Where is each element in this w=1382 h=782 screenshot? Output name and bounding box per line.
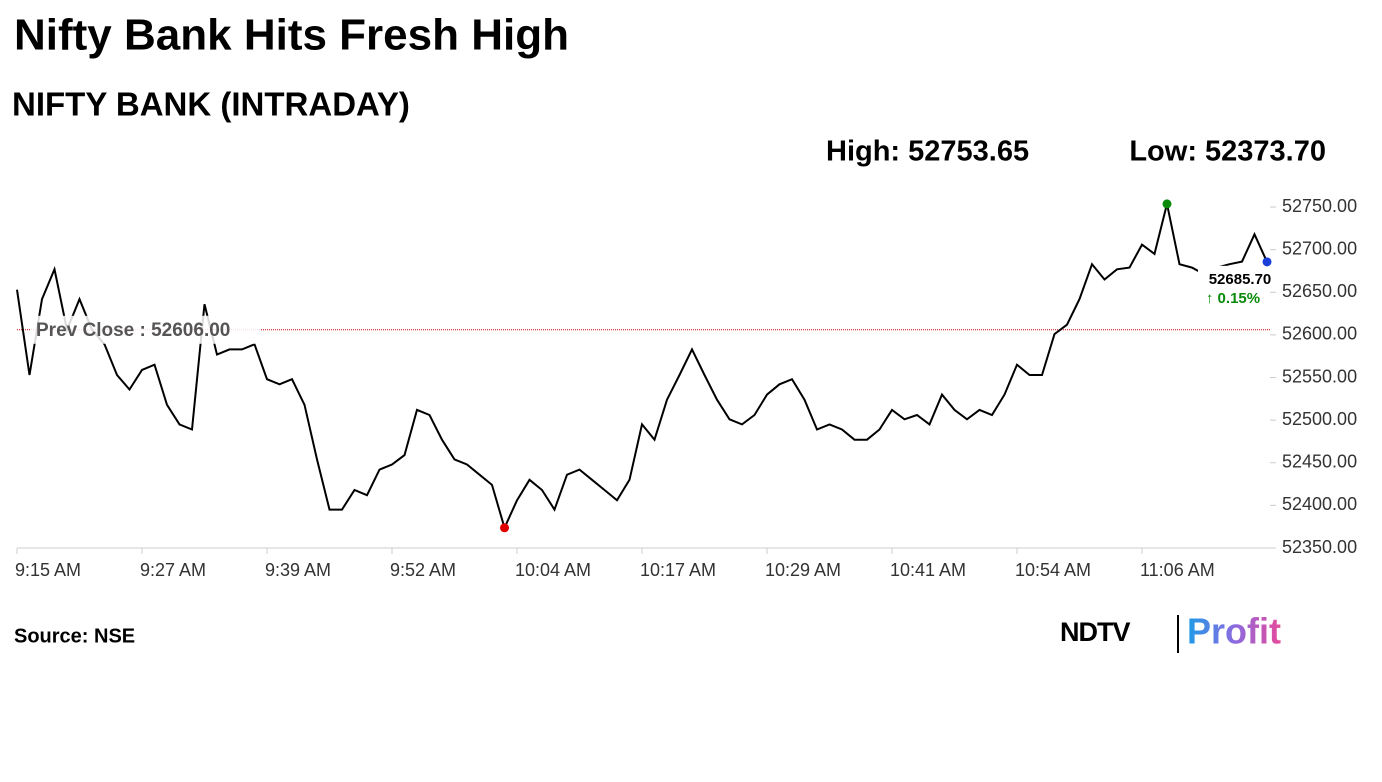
x-tick-label: 9:39 AM <box>265 560 331 580</box>
chart-subtitle: NIFTY BANK (INTRADAY) <box>12 86 410 123</box>
x-tick-label: 9:52 AM <box>390 560 456 580</box>
y-tick-label: 52550.00 <box>1282 366 1357 386</box>
logo-ndtv: NDTV <box>1060 617 1130 647</box>
y-tick-label: 52750.00 <box>1282 196 1357 216</box>
y-tick-label: 52650.00 <box>1282 281 1357 301</box>
change-label: ↑ 0.15% <box>1206 290 1260 307</box>
high-marker <box>1162 199 1172 209</box>
y-tick-label: 52350.00 <box>1282 537 1357 557</box>
prev-close-label: Prev Close : 52606.00 <box>36 320 230 341</box>
y-tick-label: 52500.00 <box>1282 409 1357 429</box>
last-value-label: 52685.70 <box>1209 271 1272 288</box>
x-tick-label: 10:41 AM <box>890 560 966 580</box>
high-text: High: 52753.65 <box>826 136 1029 168</box>
price-line <box>16 203 1268 531</box>
x-tick-label: 10:04 AM <box>515 560 591 580</box>
x-tick-label: 10:54 AM <box>1015 560 1091 580</box>
x-tick-label: 9:27 AM <box>140 560 206 580</box>
low-marker <box>500 523 509 533</box>
low-text: Low: 52373.70 <box>1129 136 1326 168</box>
last-marker <box>1262 257 1272 267</box>
x-tick-label: 9:15 AM <box>15 560 81 580</box>
x-tick-label: 11:06 AM <box>1140 560 1215 580</box>
y-tick-label: 52600.00 <box>1282 324 1357 344</box>
last-label-bg <box>1198 265 1268 310</box>
logo-profit: Profit <box>1187 611 1281 652</box>
chart-title: Nifty Bank Hits Fresh High <box>14 11 569 60</box>
prev-close-bg <box>30 315 260 344</box>
y-tick-label: 52450.00 <box>1282 452 1357 472</box>
y-tick-label: 52700.00 <box>1282 238 1357 258</box>
source: Source: NSE <box>14 625 135 647</box>
y-tick-label: 52400.00 <box>1282 494 1357 514</box>
x-tick-label: 10:17 AM <box>640 560 716 580</box>
x-tick-label: 10:29 AM <box>765 560 841 580</box>
